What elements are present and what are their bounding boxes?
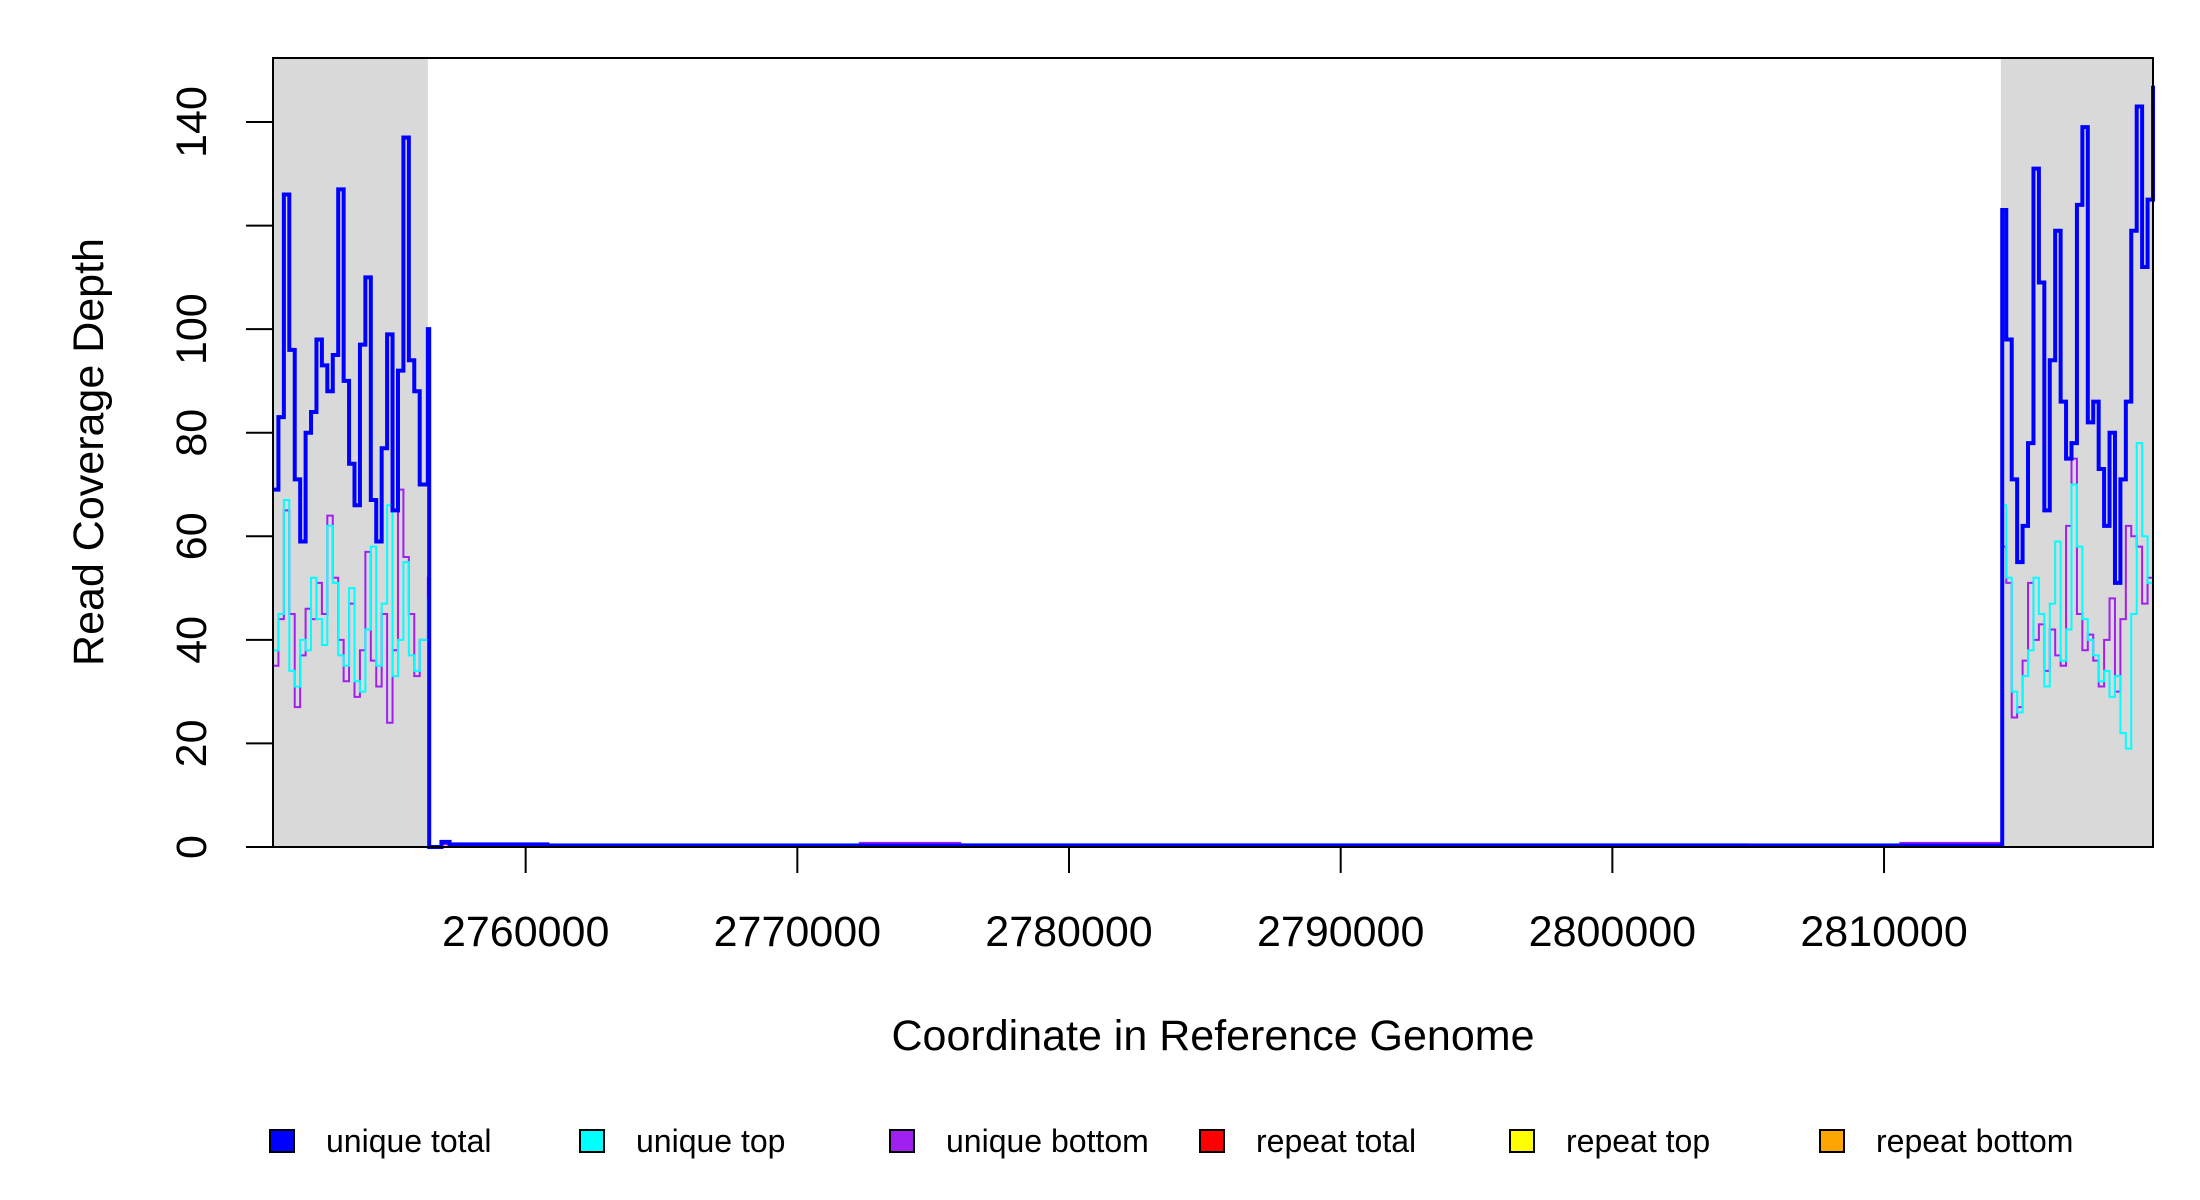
series-line-unique-top [273, 432, 2154, 848]
legend-swatch-unique-total [269, 1129, 295, 1153]
y-tick-label-0: 0 [168, 835, 216, 859]
shaded-region-1 [2000, 58, 2153, 847]
legend-label-unique-total: unique total [326, 1123, 491, 1159]
x-tick-label-2770000: 2770000 [714, 908, 881, 956]
x-axis-title: Coordinate in Reference Genome [892, 1012, 1535, 1060]
series-line-unique-bottom [273, 457, 2154, 848]
legend-swatch-repeat-top [1509, 1129, 1535, 1153]
legend-label-repeat-bottom: repeat bottom [1876, 1123, 2073, 1159]
x-tick-label-2780000: 2780000 [985, 908, 1152, 956]
y-tick-label-100: 100 [168, 293, 216, 365]
x-axis: 2760000 2770000 2780000 2790000 2800000 28100… [442, 847, 1968, 956]
legend-swatch-repeat-bottom [1819, 1129, 1845, 1153]
y-axis-title: Read Coverage Depth [65, 238, 113, 666]
y-tick-label-40: 40 [168, 616, 216, 664]
x-tick-label-2810000: 2810000 [1800, 908, 1967, 956]
legend-label-repeat-top: repeat top [1566, 1123, 1710, 1159]
legend-label-unique-bottom: unique bottom [946, 1123, 1149, 1159]
plot-frame [272, 57, 2154, 848]
shaded-regions [273, 58, 2153, 847]
y-tick-label-140: 140 [168, 86, 216, 158]
x-tick-label-2800000: 2800000 [1529, 908, 1696, 956]
legend-swatch-unique-top [579, 1129, 605, 1153]
y-axis: 0 20 40 60 80 100 140 [168, 86, 274, 859]
x-tick-label-2790000: 2790000 [1257, 908, 1424, 956]
legend: unique total unique top unique bottom repea… [269, 1123, 2073, 1159]
x-tick-label-2760000: 2760000 [442, 908, 609, 956]
legend-swatch-unique-bottom [889, 1129, 915, 1153]
series-line-unique-total [273, 85, 2155, 849]
legend-label-repeat-total: repeat total [1256, 1123, 1416, 1159]
y-tick-label-60: 60 [168, 512, 216, 560]
y-tick-label-20: 20 [168, 720, 216, 768]
legend-label-unique-top: unique top [636, 1123, 785, 1159]
y-tick-label-80: 80 [168, 409, 216, 457]
legend-swatch-repeat-total [1199, 1129, 1225, 1153]
plot-series [273, 85, 2155, 849]
